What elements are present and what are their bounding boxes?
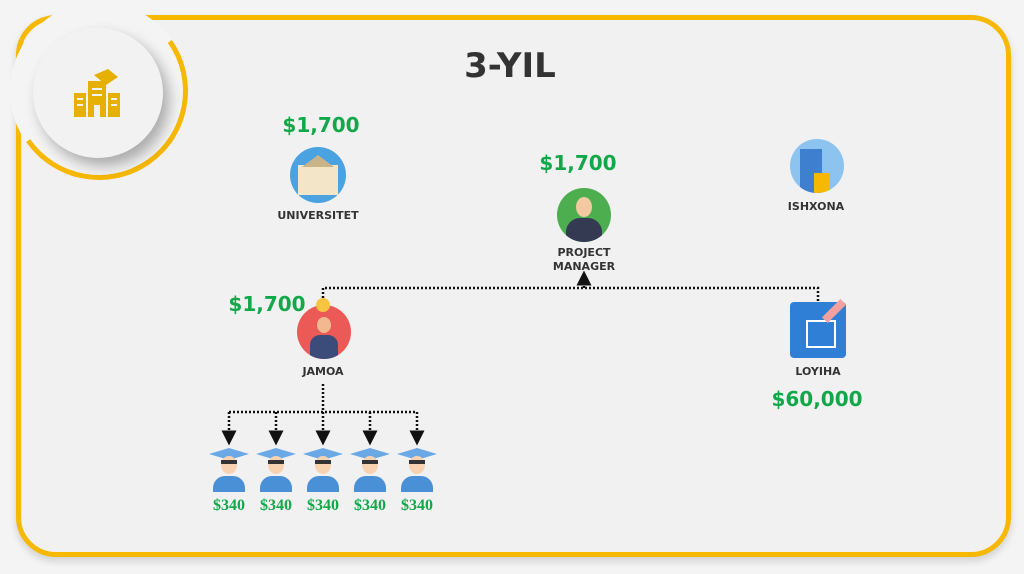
- student-amount: $340: [307, 497, 339, 514]
- graduate-icon: [397, 446, 437, 492]
- manager-icon: [557, 188, 611, 242]
- graduate-icon: [209, 446, 249, 492]
- connector-jamoa-loyiha: [321, 286, 820, 302]
- graduate-icon: [256, 446, 296, 492]
- universitet-label: UNIVERSITET: [277, 209, 359, 222]
- student-amount: $340: [401, 497, 433, 514]
- loyiha-amount: $60,000: [771, 387, 863, 411]
- office-building-icon: [790, 139, 844, 193]
- project-manager-label: PROJECT MANAGER: [552, 246, 616, 273]
- blueprint-icon: [790, 298, 847, 358]
- graduate-icon: [350, 446, 390, 492]
- team-icon: [297, 305, 351, 359]
- loyiha-label: LOYIHA: [795, 365, 841, 378]
- ishxona-label: ISHXONA: [787, 200, 845, 213]
- universitet-amount: $1,700: [282, 113, 360, 137]
- jamoa-amount: $1,700: [228, 292, 306, 316]
- university-building-icon: [74, 69, 120, 117]
- medal-icon: [316, 298, 330, 312]
- graduate-icon: [303, 446, 343, 492]
- student-amount: $340: [260, 497, 292, 514]
- slide-title: 3-YIL: [464, 46, 556, 86]
- university-icon: [290, 147, 346, 203]
- badge: [33, 28, 163, 158]
- project-manager-amount: $1,700: [539, 151, 617, 175]
- student-amount: $340: [354, 497, 386, 514]
- jamoa-label: JAMOA: [302, 365, 344, 378]
- student-amount: $340: [213, 497, 245, 514]
